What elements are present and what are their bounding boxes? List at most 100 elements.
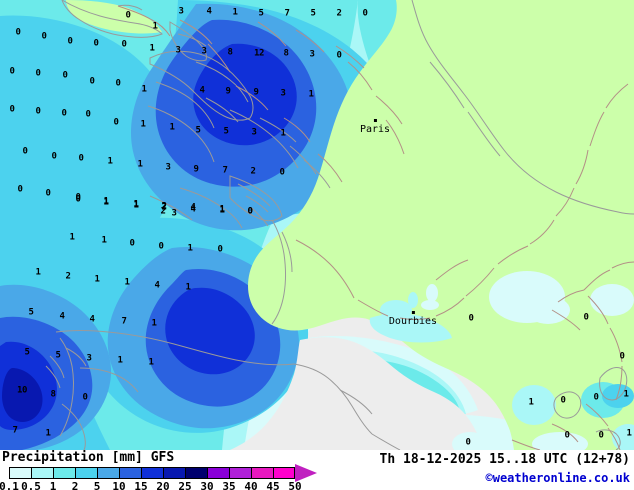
precip-value-label: 1 bbox=[280, 128, 286, 139]
precip-value-label: 0 bbox=[89, 76, 95, 87]
precip-value-label: 0 bbox=[35, 106, 41, 117]
precip-value-label: 5 bbox=[24, 347, 30, 358]
precip-value-label: 0 bbox=[593, 392, 599, 403]
precip-value-label: 0 bbox=[9, 104, 15, 115]
precip-value-label: 9 bbox=[193, 164, 199, 175]
coastlines bbox=[45, 0, 634, 450]
precip-value-label: 1 bbox=[149, 43, 155, 54]
precip-value-label: 1 bbox=[152, 21, 158, 32]
precip-value-label: 5 bbox=[223, 126, 229, 137]
legend-tick: 5 bbox=[93, 480, 101, 490]
precip-value-label: 4 bbox=[154, 280, 160, 291]
precip-value-label: 3 bbox=[175, 45, 181, 56]
precip-value-label: 3 bbox=[165, 162, 171, 173]
precip-value-label: 8 bbox=[283, 48, 289, 59]
precip-value-label: 1 bbox=[103, 197, 109, 208]
legend-swatch bbox=[97, 467, 119, 479]
precip-value-label: 7 bbox=[121, 316, 127, 327]
precipitation-map[interactable]: 0 1 3 4 1 5 7 5 2 0 0 0 0 0 0 1 3 3 8 12 8 3 0 0 0 0 0 0 1 4 9 9 3 1 0 0 0 0 0… bbox=[0, 0, 634, 450]
legend-tick: 10 bbox=[112, 480, 126, 490]
precip-value-label: 5 bbox=[28, 307, 34, 318]
precip-value-label: 1 bbox=[219, 205, 225, 216]
city-name: Paris bbox=[359, 124, 391, 135]
precip-value-label: 0 bbox=[279, 167, 285, 178]
legend-tick: 50 bbox=[288, 480, 302, 490]
precip-value-label: 0 bbox=[35, 68, 41, 79]
precip-value-label: 2 bbox=[160, 206, 166, 217]
legend-swatch bbox=[207, 467, 229, 479]
precip-value-label: 4 bbox=[190, 204, 196, 215]
city-marker[interactable]: Dourbies bbox=[389, 311, 437, 327]
precip-value-label: 3 bbox=[251, 127, 257, 138]
precip-value-label: 0 bbox=[564, 430, 570, 441]
precip-value-label: 3 bbox=[178, 6, 184, 17]
legend-swatch bbox=[119, 467, 141, 479]
precip-value-label: 0 bbox=[217, 244, 223, 255]
precip-value-label: 1 bbox=[185, 282, 191, 293]
precip-value-label: 3 bbox=[201, 46, 207, 57]
legend-tick: 40 bbox=[244, 480, 258, 490]
precip-value-label: 0 bbox=[78, 153, 84, 164]
precip-value-label: 0 bbox=[560, 395, 566, 406]
precip-value-label: 2 bbox=[336, 8, 342, 19]
precip-value-label: 3 bbox=[86, 353, 92, 364]
precip-value-label: 8 bbox=[227, 47, 233, 58]
precip-value-label: 2 bbox=[161, 201, 167, 212]
city-dot-icon bbox=[373, 119, 377, 122]
precip-value-label: 7 bbox=[284, 8, 290, 19]
precip-value-label: 4 bbox=[89, 314, 95, 325]
precip-value-label: 0 bbox=[9, 66, 15, 77]
precip-value-label: 1 bbox=[626, 428, 632, 439]
precip-value-label: 1 bbox=[148, 357, 154, 368]
legend-title: Precipitation [mm] GFS bbox=[2, 450, 175, 465]
legend-swatch bbox=[141, 467, 163, 479]
precip-value-label: 0 bbox=[115, 78, 121, 89]
precip-value-label: 0 bbox=[17, 184, 23, 195]
precip-value-label: 10 bbox=[16, 385, 28, 396]
precip-value-label: 4 bbox=[199, 85, 205, 96]
city-marker[interactable]: Paris bbox=[360, 119, 390, 135]
precip-value-label: 0 bbox=[468, 313, 474, 324]
legend-swatch bbox=[75, 467, 97, 479]
legend-arrow-icon bbox=[295, 464, 317, 482]
precip-value-label: 1 bbox=[94, 274, 100, 285]
map-canvas bbox=[0, 0, 634, 450]
legend-swatch bbox=[163, 467, 185, 479]
city-dot-icon bbox=[411, 311, 415, 314]
precip-value-label: 0 bbox=[82, 392, 88, 403]
legend-tick: 20 bbox=[156, 480, 170, 490]
precip-value-label: 2 bbox=[65, 271, 71, 282]
precip-value-label: 1 bbox=[169, 122, 175, 133]
precip-value-label: 2 bbox=[161, 201, 167, 212]
legend-swatch bbox=[9, 467, 31, 479]
copyright-notice: ©weatheronline.co.uk bbox=[485, 471, 631, 485]
precip-value-label: 0 bbox=[75, 192, 81, 203]
precip-value-label: 5 bbox=[310, 8, 316, 19]
precip-value-label: 0 bbox=[113, 117, 119, 128]
precip-value-label: 0 bbox=[247, 206, 253, 217]
precip-value-label: 9 bbox=[253, 87, 259, 98]
precip-value-label: 4 bbox=[206, 6, 212, 17]
precip-value-label: 0 bbox=[125, 10, 131, 21]
legend-tick: 30 bbox=[200, 480, 214, 490]
precip-value-label: 1 bbox=[140, 119, 146, 130]
precip-value-label: 0 bbox=[22, 146, 28, 157]
precip-value-label: 1 bbox=[103, 196, 109, 207]
precip-value-label: 1 bbox=[117, 355, 123, 366]
precip-value-label: 4 bbox=[190, 202, 196, 213]
legend-tick: 45 bbox=[266, 480, 280, 490]
precip-value-label: 0 bbox=[93, 38, 99, 49]
precip-value-label: 0 bbox=[336, 50, 342, 61]
precip-value-label: 1 bbox=[35, 267, 41, 278]
precip-value-label: 3 bbox=[171, 208, 177, 219]
precip-value-label: 1 bbox=[187, 243, 193, 254]
precip-value-label: 1 bbox=[45, 428, 51, 439]
precip-value-label: 1 bbox=[137, 159, 143, 170]
precip-value-label: 1 bbox=[219, 204, 225, 215]
precip-value-label: 0 bbox=[247, 206, 253, 217]
precip-value-label: 0 bbox=[121, 39, 127, 50]
precip-value-label: 1 bbox=[69, 232, 75, 243]
precip-value-label: 0 bbox=[45, 188, 51, 199]
precip-value-label: 1 bbox=[107, 156, 113, 167]
legend-tick: 0.5 bbox=[21, 480, 41, 490]
